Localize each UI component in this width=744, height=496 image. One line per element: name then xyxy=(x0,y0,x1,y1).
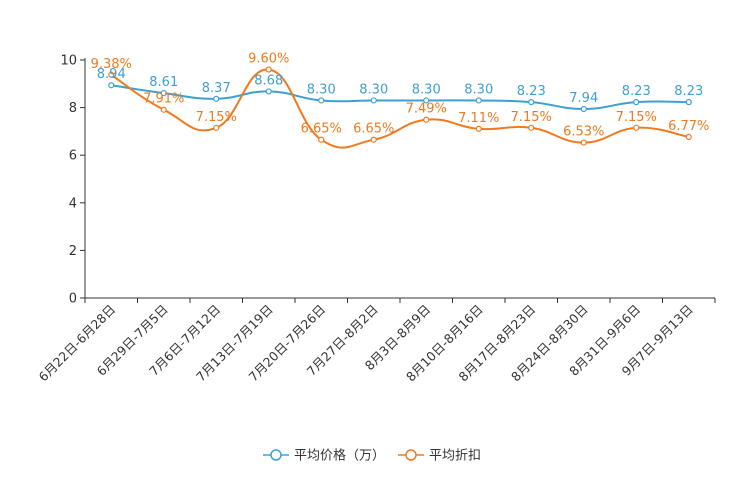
discount-point[interactable] xyxy=(475,125,482,132)
discount-point[interactable] xyxy=(213,124,220,131)
legend[interactable]: 平均价格（万） 平均折扣 xyxy=(263,448,481,464)
discount-point[interactable] xyxy=(685,133,692,140)
discount-data-label: 6.65% xyxy=(353,122,394,137)
legend-item-price[interactable]: 平均价格（万） xyxy=(263,448,385,464)
discount-point[interactable] xyxy=(580,139,587,146)
discount-data-label: 7.49% xyxy=(406,102,447,117)
price-data-label: 8.68 xyxy=(254,73,283,88)
y-tick-label: 10 xyxy=(60,54,77,69)
legend-circle-marker xyxy=(405,449,417,461)
price-point[interactable] xyxy=(160,89,167,97)
price-point[interactable] xyxy=(318,97,325,104)
discount-point[interactable] xyxy=(423,116,430,123)
price-point[interactable] xyxy=(475,97,482,104)
series-lines xyxy=(108,66,692,149)
discount-point[interactable] xyxy=(318,136,325,143)
price-series-line xyxy=(111,84,689,111)
price-point[interactable] xyxy=(633,99,640,106)
price-point[interactable] xyxy=(528,99,535,106)
price-point[interactable] xyxy=(108,82,115,89)
discount-data-label: 7.15% xyxy=(511,110,552,125)
y-tick-label: 0 xyxy=(69,292,77,307)
y-tick-label: 8 xyxy=(69,101,77,116)
price-data-label: 8.30 xyxy=(412,82,441,97)
discount-data-label: 6.65% xyxy=(301,122,342,137)
discount-point[interactable] xyxy=(370,136,377,143)
discount-point[interactable] xyxy=(633,124,640,131)
discount-data-label: 7.91% xyxy=(143,92,184,107)
price-data-label: 7.94 xyxy=(569,91,598,106)
y-tick-label: 6 xyxy=(69,149,77,164)
y-tick-label: 4 xyxy=(69,196,77,211)
discount-data-label: 7.15% xyxy=(616,110,657,125)
price-data-label: 8.30 xyxy=(359,82,388,97)
discount-data-label: 7.11% xyxy=(458,111,499,126)
price-data-label: 8.23 xyxy=(674,84,703,99)
discount-point[interactable] xyxy=(108,71,115,78)
price-point[interactable] xyxy=(265,88,272,95)
discount-data-label: 6.77% xyxy=(668,119,709,134)
price-point[interactable] xyxy=(370,97,377,104)
price-point[interactable] xyxy=(213,95,220,102)
price-data-label: 8.23 xyxy=(622,84,651,99)
price-point[interactable] xyxy=(423,97,430,104)
price-data-label: 8.23 xyxy=(517,84,546,99)
price-data-label: 8.30 xyxy=(307,82,336,97)
price-data-label: 8.30 xyxy=(464,82,493,97)
y-tick-label: 2 xyxy=(69,244,77,259)
discount-data-label: 6.53% xyxy=(563,125,604,140)
discount-point[interactable] xyxy=(528,124,535,131)
price-data-label: 8.61 xyxy=(149,75,178,90)
legend-label: 平均价格（万） xyxy=(294,448,385,464)
legend-circle-marker xyxy=(270,449,282,461)
discount-data-label: 7.15% xyxy=(196,110,237,125)
price-point[interactable] xyxy=(580,105,587,113)
discount-data-label: 9.60% xyxy=(248,52,289,67)
legend-label: 平均折扣 xyxy=(429,449,481,464)
legend-item-discount[interactable]: 平均折扣 xyxy=(398,449,481,464)
price-data-label: 8.94 xyxy=(97,67,126,82)
discount-point[interactable] xyxy=(160,106,167,113)
data-labels: 8.94 8.61 8.37 8.68 8.30 8.30 8.30 8.30 8.23 7.94… xyxy=(91,52,710,140)
price-point[interactable] xyxy=(685,99,692,106)
discount-point[interactable] xyxy=(265,66,272,73)
discount-data-label: 9.38% xyxy=(91,57,132,72)
price-data-label: 8.37 xyxy=(202,81,231,96)
